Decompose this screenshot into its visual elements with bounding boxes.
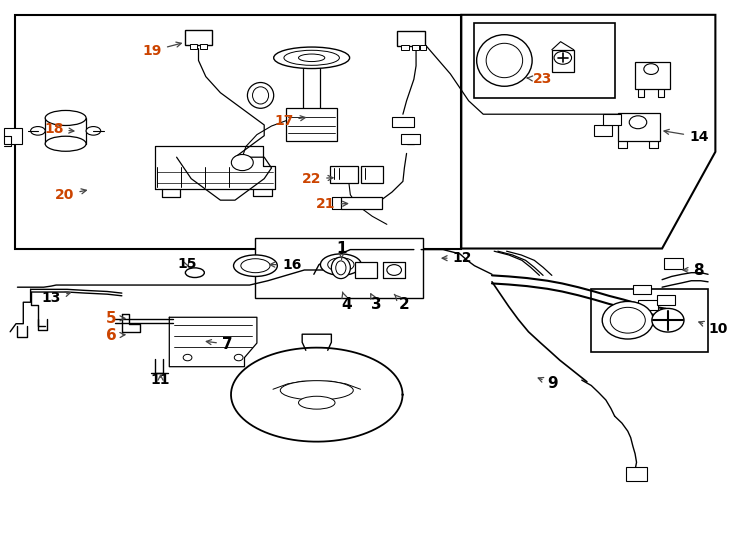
Bar — [474, 23, 614, 98]
Bar — [633, 285, 651, 294]
Ellipse shape — [299, 396, 335, 409]
Bar — [412, 45, 419, 50]
Bar — [392, 117, 414, 126]
Circle shape — [554, 51, 572, 64]
Text: 15: 15 — [178, 256, 197, 271]
Text: 9: 9 — [538, 376, 558, 392]
Ellipse shape — [331, 257, 350, 279]
Text: 11: 11 — [150, 373, 170, 387]
Text: 19: 19 — [142, 42, 181, 58]
Text: 8: 8 — [683, 262, 704, 278]
Polygon shape — [231, 348, 402, 442]
Bar — [190, 44, 197, 49]
Text: 6: 6 — [106, 328, 125, 343]
Text: 23: 23 — [527, 72, 552, 86]
Bar — [361, 166, 383, 183]
Circle shape — [644, 64, 658, 75]
Bar — [664, 258, 683, 269]
Bar — [15, 15, 462, 248]
Bar — [397, 31, 425, 46]
Polygon shape — [170, 318, 257, 367]
Ellipse shape — [299, 54, 325, 62]
Bar — [617, 113, 660, 141]
Ellipse shape — [284, 50, 339, 65]
Bar — [638, 300, 658, 310]
Ellipse shape — [86, 126, 101, 135]
Circle shape — [184, 354, 192, 361]
Ellipse shape — [31, 126, 46, 135]
Text: 14: 14 — [664, 130, 708, 144]
Text: 21: 21 — [316, 198, 348, 212]
Ellipse shape — [186, 268, 204, 278]
Ellipse shape — [274, 47, 349, 69]
Ellipse shape — [327, 258, 354, 272]
Circle shape — [231, 154, 253, 171]
Ellipse shape — [387, 265, 401, 275]
Text: 17: 17 — [274, 113, 305, 127]
Bar — [330, 166, 357, 183]
Circle shape — [652, 308, 684, 332]
Text: 12: 12 — [442, 251, 472, 265]
Bar — [595, 125, 612, 136]
Bar — [401, 134, 420, 144]
Bar — [303, 58, 321, 109]
Bar — [552, 50, 574, 72]
Polygon shape — [462, 15, 716, 248]
Bar — [286, 108, 337, 141]
Text: 10: 10 — [699, 321, 727, 336]
Ellipse shape — [476, 35, 532, 86]
Text: 20: 20 — [55, 188, 87, 202]
Text: 2: 2 — [394, 294, 410, 313]
Text: 5: 5 — [106, 311, 125, 326]
Bar — [421, 45, 426, 50]
Text: 22: 22 — [302, 172, 333, 186]
Ellipse shape — [486, 43, 523, 78]
Bar — [625, 467, 647, 481]
Text: 16: 16 — [270, 258, 302, 272]
Circle shape — [234, 354, 243, 361]
Polygon shape — [155, 146, 275, 190]
Bar — [46, 118, 86, 144]
Bar — [200, 44, 207, 49]
Bar — [592, 289, 708, 352]
Bar — [401, 45, 409, 50]
Ellipse shape — [321, 254, 361, 275]
Bar — [4, 127, 22, 144]
Text: 3: 3 — [371, 294, 382, 313]
Text: 7: 7 — [206, 336, 233, 352]
Ellipse shape — [280, 381, 353, 400]
Text: 1: 1 — [336, 241, 347, 259]
Ellipse shape — [335, 261, 346, 275]
Bar — [255, 238, 424, 298]
Bar — [186, 30, 211, 45]
Bar — [341, 198, 382, 210]
Bar — [603, 114, 621, 125]
Polygon shape — [122, 314, 140, 332]
Ellipse shape — [46, 136, 86, 151]
Bar — [657, 295, 675, 305]
Ellipse shape — [252, 87, 269, 104]
Ellipse shape — [233, 255, 277, 276]
Text: 4: 4 — [341, 292, 352, 313]
Circle shape — [602, 301, 653, 339]
Text: 13: 13 — [42, 291, 70, 305]
Bar — [355, 262, 377, 278]
Circle shape — [610, 307, 645, 333]
Ellipse shape — [46, 111, 86, 125]
Ellipse shape — [241, 259, 270, 273]
Ellipse shape — [247, 83, 274, 109]
Circle shape — [629, 116, 647, 129]
Bar — [635, 62, 670, 89]
Text: 18: 18 — [44, 122, 74, 136]
